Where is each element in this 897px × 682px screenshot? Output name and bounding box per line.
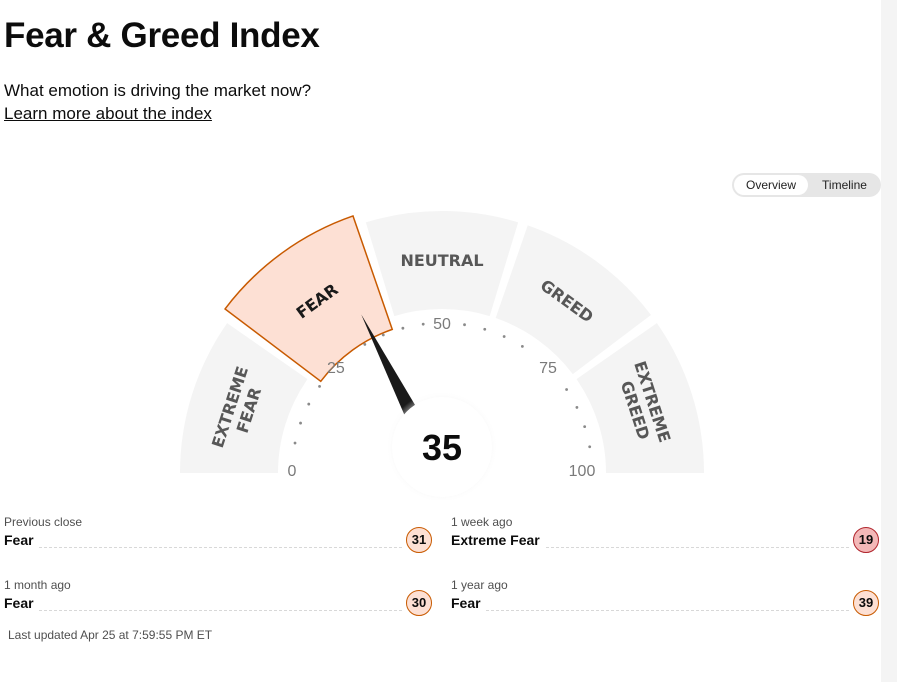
page-title: Fear & Greed Index — [4, 16, 320, 55]
scale-dot — [583, 425, 587, 429]
scale-label-25: 25 — [327, 360, 345, 377]
history-1-year-ago: 1 year ago Fear 39 — [451, 578, 879, 628]
segment-label-neutral: NEUTRAL — [400, 251, 483, 270]
scale-dot — [307, 402, 311, 406]
scale-label-0: 0 — [288, 463, 297, 480]
history-dotted-line — [4, 610, 402, 611]
history-1-week-ago: 1 week ago Extreme Fear 19 — [451, 515, 879, 565]
history-value-badge: 19 — [853, 527, 879, 553]
history-period: Previous close — [4, 515, 83, 529]
segment-neutral — [365, 210, 519, 317]
scale-dot — [463, 323, 466, 327]
scale-dot — [293, 441, 297, 445]
segment-extreme-fear — [180, 323, 308, 473]
scale-dot — [401, 326, 405, 330]
scale-dot — [318, 384, 321, 388]
learn-more-link[interactable]: Learn more about the index — [4, 104, 212, 123]
view-toggle: Overview Timeline — [732, 173, 881, 197]
history-value-badge: 39 — [853, 590, 879, 616]
history-rating: Fear — [4, 595, 38, 611]
history-1-month-ago: 1 month ago Fear 30 — [4, 578, 432, 628]
scale-dot — [483, 327, 487, 331]
gauge-value: 35 — [422, 427, 462, 468]
scale-label-75: 75 — [539, 360, 557, 377]
scale-dot — [520, 344, 524, 348]
history-period: 1 year ago — [451, 578, 508, 592]
scale-dot — [381, 333, 385, 337]
history-period: 1 week ago — [451, 515, 513, 529]
scale-dot — [588, 445, 592, 449]
scale-dot — [575, 406, 579, 409]
toggle-overview-button[interactable]: Overview — [734, 175, 808, 195]
fear-greed-gauge: EXTREME FEAR FEAR NEUTRAL GREED EXTREME … — [180, 210, 704, 500]
segment-extreme-greed — [576, 323, 704, 473]
history-period: 1 month ago — [4, 578, 71, 592]
history-dotted-line — [451, 610, 849, 611]
history-dotted-line — [4, 547, 402, 548]
history-rating: Extreme Fear — [451, 532, 544, 548]
scale-dot — [299, 421, 302, 425]
history-dotted-line — [451, 547, 849, 548]
history-value-badge: 30 — [406, 590, 432, 616]
gauge-scale-labels: 0 25 50 75 100 — [288, 316, 596, 480]
gauge-scale-dots — [293, 322, 592, 449]
page-subtitle: What emotion is driving the market now? — [4, 81, 312, 100]
scale-dot — [421, 322, 425, 326]
gauge-hub — [392, 397, 492, 497]
history-previous-close: Previous close Fear 31 — [4, 515, 432, 565]
history-rating: Fear — [451, 595, 485, 611]
toggle-timeline-button[interactable]: Timeline — [822, 178, 867, 192]
history-value-badge: 31 — [406, 527, 432, 553]
scale-dot — [502, 335, 506, 338]
segment-greed — [495, 225, 651, 375]
last-updated-text: Last updated Apr 25 at 7:59:55 PM ET — [8, 628, 213, 642]
scale-label-50: 50 — [433, 316, 451, 333]
segment-fear — [224, 215, 394, 383]
scale-dot — [565, 388, 568, 391]
scale-label-100: 100 — [569, 463, 596, 480]
scale-dot — [363, 342, 367, 346]
history-rating: Fear — [4, 532, 38, 548]
page-side-strip — [881, 0, 897, 682]
gauge-segments — [180, 210, 704, 473]
